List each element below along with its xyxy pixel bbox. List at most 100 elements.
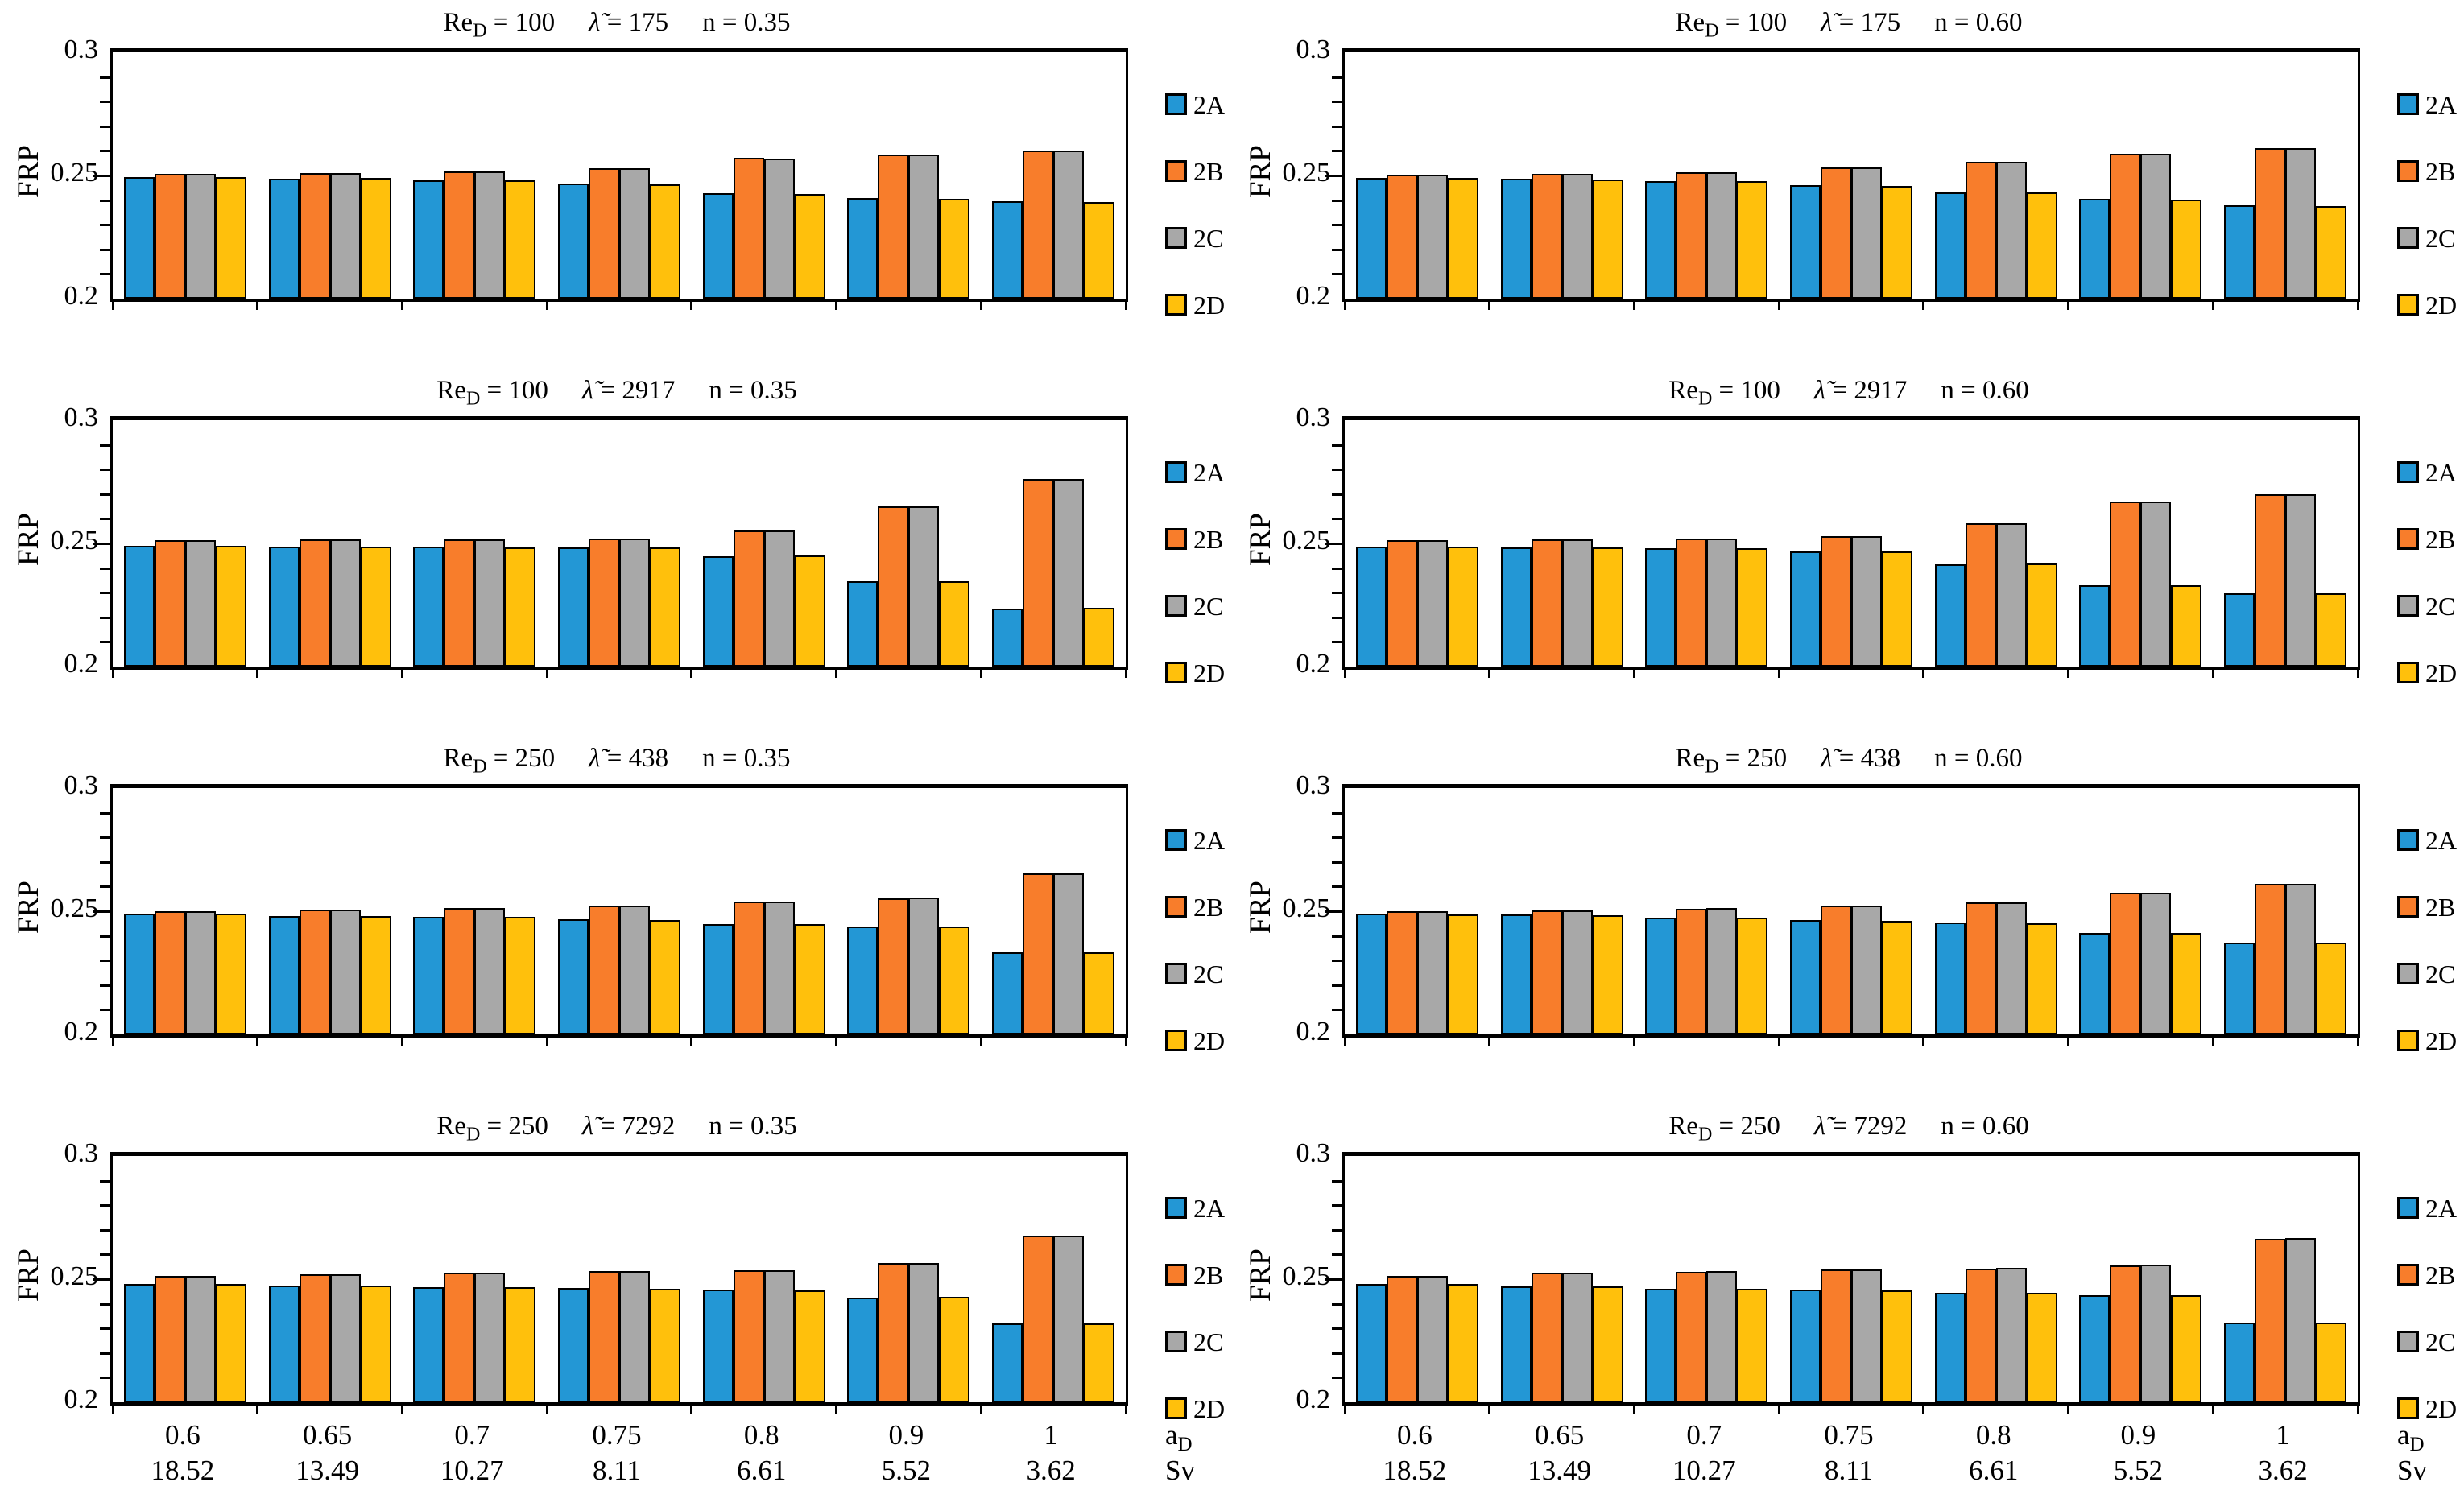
title-re-value: = 250	[1712, 1112, 1780, 1141]
y-tick-label: 0.3	[64, 402, 99, 432]
bar-2A-group7	[2224, 593, 2255, 667]
bar-2D-group7	[2316, 943, 2347, 1034]
bar-2B-group3	[1676, 908, 1707, 1034]
y-minor-tick	[1332, 518, 1342, 521]
x-boundary-tick	[400, 1406, 403, 1414]
plot-area	[1325, 416, 2360, 678]
bar-2D-group4	[650, 919, 680, 1034]
bar-2B-group5	[1965, 1268, 1996, 1402]
y-tick-label: 0.25	[50, 1261, 99, 1291]
bar-2A-group1	[123, 1284, 155, 1402]
y-minor-tick	[1332, 444, 1342, 447]
bar-2A-group6	[847, 580, 879, 667]
bar-2D-group2	[360, 546, 391, 667]
legend-label-2A: 2A	[1193, 826, 1226, 855]
bar-2A-group7	[992, 1323, 1023, 1402]
title-re-value: = 100	[486, 8, 556, 37]
bar-2C-group7	[2285, 147, 2317, 299]
bar-2D-group4	[1882, 551, 1912, 667]
bar-2C-group6	[908, 897, 940, 1034]
bar-2C-group7	[1053, 478, 1085, 667]
legend-label-2B: 2B	[1193, 893, 1224, 922]
title-lambda-value: = 2917	[593, 376, 676, 405]
x-boundary-tick	[1632, 1406, 1635, 1414]
plot-area	[93, 784, 1128, 1046]
bar-2B-group2	[299, 172, 330, 299]
chart-title: ReD = 100 λ̃ = 2917 n = 0.60	[1342, 376, 2355, 411]
bar-2D-group5	[2026, 1293, 2057, 1402]
legend-swatch-2D	[1165, 294, 1187, 316]
x-boundary-tick	[256, 670, 259, 678]
y-minor-tick	[1332, 935, 1342, 938]
legend-swatch-2C	[2397, 227, 2419, 249]
x-boundary-tick	[1124, 302, 1127, 310]
x-boundary-tick	[1343, 1406, 1346, 1414]
bar-2B-group3	[1676, 1271, 1707, 1402]
bar-2A-group1	[1355, 914, 1387, 1034]
legend-label-2A: 2A	[2425, 90, 2458, 119]
legend-label-2C: 2C	[2425, 1327, 2456, 1356]
bar-2A-group4	[558, 919, 589, 1034]
bar-2B-group5	[733, 530, 764, 667]
bar-2C-group2	[1561, 173, 1593, 299]
title-n-label: n	[1941, 376, 1954, 405]
bar-2A-group4	[1790, 1290, 1821, 1402]
title-re-subscript: D	[473, 756, 487, 778]
bar-2A-group5	[702, 555, 734, 667]
bar-2A-group5	[702, 923, 734, 1034]
x-boundary-tick	[2211, 302, 2214, 310]
bar-2B-group3	[444, 1273, 475, 1402]
y-minor-tick	[100, 641, 110, 644]
y-tick-label: 0.2	[1296, 281, 1331, 311]
x-boundary-tick	[835, 1038, 838, 1046]
title-re-value: = 100	[1712, 376, 1780, 405]
bar-2C-group1	[1416, 540, 1448, 667]
bar-2C-group2	[1561, 1273, 1593, 1402]
y-tick-label: 0.25	[1282, 1261, 1331, 1291]
y-minor-tick	[1332, 76, 1342, 79]
legend-swatch-2C	[1165, 1331, 1187, 1352]
title-lambda-value: = 7292	[1825, 1112, 1908, 1141]
y-minor-tick	[100, 1327, 110, 1331]
y-minor-tick	[100, 493, 110, 496]
bar-2C-group5	[1995, 522, 2027, 667]
bar-2A-group5	[1934, 563, 1966, 667]
legend-swatch-2A	[1165, 829, 1187, 851]
bar-2B-group2	[299, 539, 330, 667]
bar-2B-group6	[878, 506, 909, 667]
bar-2B-group7	[1023, 1235, 1054, 1402]
title-n-value: = 0.35	[715, 744, 791, 773]
y-minor-tick	[100, 518, 110, 521]
bar-2B-group3	[1676, 539, 1707, 667]
x-boundary-tick	[545, 1038, 548, 1046]
x-tick-label-ad-0.8: 0.8	[1975, 1419, 2011, 1451]
title-n-value: = 0.60	[1947, 744, 2023, 773]
y-minor-tick	[100, 101, 110, 104]
bar-2B-group2	[299, 909, 330, 1034]
y-minor-tick	[1332, 641, 1342, 644]
y-minor-tick	[100, 935, 110, 938]
bar-2B-group7	[2255, 1238, 2286, 1402]
bar-2C-group4	[1851, 1269, 1882, 1402]
bar-2C-group5	[1995, 1268, 2027, 1402]
y-minor-tick	[1332, 1377, 1342, 1380]
x-boundary-tick	[835, 302, 838, 310]
y-minor-tick	[100, 224, 110, 227]
legend-swatch-2A	[2397, 93, 2419, 115]
title-n-value: = 0.35	[715, 8, 791, 37]
y-tick-label: 0.3	[1296, 402, 1331, 432]
bar-2A-group1	[1355, 178, 1387, 299]
bar-2B-group5	[1965, 902, 1996, 1034]
bar-2C-group3	[474, 1273, 506, 1402]
y-minor-tick	[100, 861, 110, 864]
x-boundary-tick	[2067, 1406, 2070, 1414]
title-n-label: n	[702, 8, 716, 37]
bar-2C-group2	[329, 1274, 361, 1402]
bar-2C-group6	[2140, 501, 2172, 667]
y-minor-tick	[100, 1302, 110, 1306]
legend-label-2A: 2A	[1193, 90, 1226, 119]
x-tick-label-ad-0.6: 0.6	[1396, 1419, 1433, 1451]
bar-2D-group3	[1737, 548, 1768, 667]
x-tick-label-ad-1: 1	[1044, 1419, 1058, 1451]
